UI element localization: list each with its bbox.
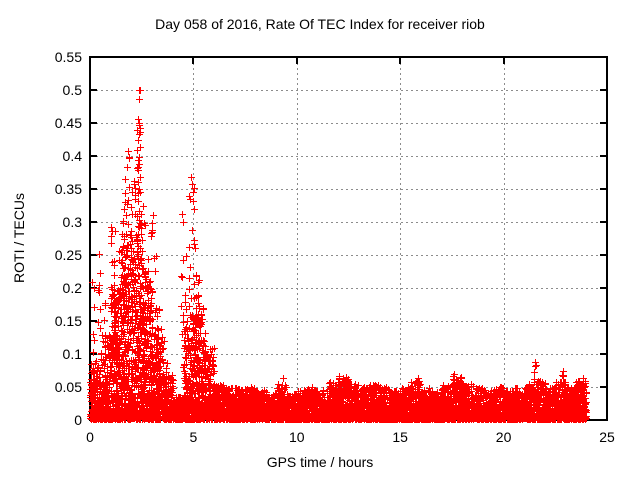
y-axis-label: ROTI / TECUs (11, 193, 27, 283)
y-tick-label: 0.25 (54, 247, 82, 263)
x-tick-label: 15 (392, 429, 408, 445)
chart-title: Day 058 of 2016, Rate Of TEC Index for r… (155, 16, 485, 32)
y-tick-label: 0.55 (54, 49, 82, 65)
x-tick-label: 10 (289, 429, 305, 445)
x-tick-label: 25 (599, 429, 615, 445)
x-tick-label: 0 (86, 429, 94, 445)
y-tick-label: 0.45 (54, 115, 82, 131)
x-tick-label: 5 (189, 429, 198, 445)
y-tick-label: 0 (74, 412, 82, 428)
y-tick-label: 0.15 (54, 313, 82, 329)
y-tick-label: 0.3 (62, 214, 82, 230)
y-tick-label: 0.2 (62, 280, 82, 296)
x-tick-label: 20 (495, 429, 512, 445)
y-tick-label: 0.35 (54, 181, 82, 197)
x-axis-label: GPS time / hours (266, 454, 374, 470)
y-tick-label: 0.1 (62, 346, 82, 362)
y-tick-label: 0.05 (54, 379, 82, 395)
y-tick-label: 0.5 (62, 82, 82, 98)
y-tick-label: 0.4 (62, 148, 82, 164)
